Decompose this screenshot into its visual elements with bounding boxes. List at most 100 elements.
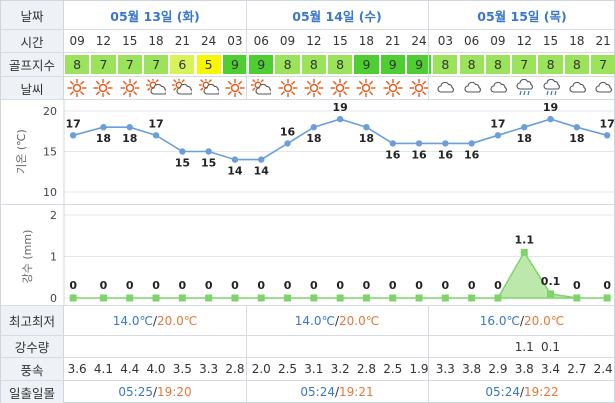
temperature-point <box>389 140 396 147</box>
sunrise-time: 05:24 <box>485 385 520 399</box>
data-label: 16 <box>280 125 296 138</box>
day-separator <box>246 1 247 99</box>
wind-cell: 3.1 <box>304 362 324 376</box>
wind-cell: 2.4 <box>593 362 613 376</box>
data-label: 17 <box>599 117 614 130</box>
rainfall-cell <box>117 336 143 357</box>
cloud-icon <box>564 77 590 99</box>
data-label: 16 <box>411 148 427 161</box>
temperature-point <box>152 132 160 139</box>
golf-index-cell: 8 <box>301 55 326 74</box>
y-tick-label: 1 <box>50 251 57 264</box>
data-label: 16 <box>464 148 480 161</box>
time-cell: 24 <box>201 34 217 48</box>
date-header-3: 05월 15일 (목) <box>477 8 567 24</box>
data-label: 18 <box>517 132 532 145</box>
y-tick-label: 10 <box>43 186 57 199</box>
rainfall-cell <box>274 336 300 357</box>
wind-cell: 2.7 <box>567 362 587 376</box>
rainfall-cell <box>90 336 116 357</box>
rain-area <box>72 251 608 299</box>
sun-row: 일출일몰 05:25/19:20 05:24/19:21 05:24/19:22 <box>1 381 615 403</box>
time-cell: 18 <box>358 34 375 48</box>
temperature-point <box>442 140 449 147</box>
max-temp: 20.0℃ <box>524 313 565 328</box>
temperature-point <box>521 124 528 131</box>
sun-sep: / <box>152 385 158 399</box>
time-cell: 24 <box>411 34 427 48</box>
rain-point <box>573 294 581 302</box>
sun-icon <box>301 77 327 99</box>
time-cell: 21 <box>595 34 611 48</box>
data-label: 17 <box>148 117 163 130</box>
temperature-point <box>547 115 554 123</box>
rain-point <box>310 294 318 302</box>
sun-sep: / <box>334 385 340 399</box>
data-label: 0.1 <box>541 275 561 288</box>
wind-label: 풍속 <box>1 358 64 380</box>
rain-point <box>99 294 107 302</box>
temperature-point <box>603 132 611 139</box>
time-cell: 15 <box>122 34 138 48</box>
data-label: 18 <box>122 132 137 145</box>
wind-row: 풍속 3.6 4.1 4.4 4.0 3.5 3.3 2.8 2.0 2.5 3.1 3.2 2.8 2… <box>1 358 615 380</box>
rain-point <box>336 294 344 302</box>
time-cell: 03 <box>227 34 243 48</box>
temperature-point <box>69 132 77 139</box>
data-label: 14 <box>227 165 243 178</box>
wind-cell: 1.9 <box>409 362 429 376</box>
rain-point <box>257 294 265 302</box>
day-separator <box>428 1 429 99</box>
golf-index-label: 골프지수 <box>1 53 64 76</box>
sun-icon <box>327 77 353 99</box>
time-cell: 09 <box>279 34 296 48</box>
time-cell: 18 <box>569 34 585 48</box>
time-label: 시간 <box>1 30 64 52</box>
temperature-point <box>363 124 370 131</box>
wind-cell: 3.4 <box>540 362 561 376</box>
golf-index-cell: 6 <box>170 55 195 74</box>
data-label: 0 <box>100 279 108 292</box>
rainfall-cell: 0.1 <box>540 339 561 354</box>
temperature-point <box>415 140 423 147</box>
temperature-chart: 기온 (℃) 20 15 10 17 18 18 17 15 15 14 14 16 18 19 18 16 16… <box>1 100 615 204</box>
data-label: 17 <box>65 117 80 130</box>
weather-label: 날씨 <box>1 77 64 99</box>
wind-cell: 2.8 <box>225 362 245 376</box>
minmax-day-2: 14.0℃/20.0℃ <box>246 306 428 335</box>
time-row: 시간 09 12 15 18 21 24 03 06 09 12 15 18 21 24 03 06 09 12 1… <box>1 30 615 52</box>
sunset-time: 19:21 <box>339 385 374 399</box>
rainfall-cell: 1.1 <box>514 339 534 354</box>
data-label: 0 <box>603 279 611 292</box>
cloud-icon <box>432 77 458 99</box>
time-cell: 12 <box>306 34 322 48</box>
wind-cell: 3.3 <box>435 362 455 376</box>
rain-point <box>284 294 292 302</box>
minmax-label: 최고최저 <box>1 306 64 335</box>
temperature-point <box>336 115 344 123</box>
rainfall-cell <box>327 336 353 357</box>
golf-index-cell: 7 <box>512 55 537 74</box>
time-cell: 09 <box>69 34 85 48</box>
data-label: 0 <box>336 279 344 292</box>
golf-index-cell: 8 <box>459 55 484 74</box>
sun-icon <box>274 77 300 99</box>
temperature-point <box>494 132 502 139</box>
date-header-1: 05월 13일 (화) <box>110 8 200 24</box>
data-label: 0 <box>284 279 292 292</box>
wind-cell: 3.6 <box>67 362 87 376</box>
y-tick-label: 2 <box>50 209 57 222</box>
golf-index-cell: 8 <box>328 55 353 74</box>
rain-point <box>178 294 186 302</box>
sunset-time: 19:20 <box>157 385 192 399</box>
rainfall-cell <box>564 336 590 357</box>
wind-cell: 3.2 <box>330 362 350 376</box>
minmax-day-1: 14.0℃/20.0℃ <box>64 306 246 335</box>
max-temp: 20.0℃ <box>339 313 380 328</box>
cloud-icon <box>485 77 511 99</box>
day-separator <box>428 306 429 403</box>
temperature-chart-svg: 기온 (℃) 20 15 10 17 18 18 17 15 15 14 14 16 18 19 18 16 16… <box>15 100 615 204</box>
y-tick-label: 15 <box>43 146 57 159</box>
